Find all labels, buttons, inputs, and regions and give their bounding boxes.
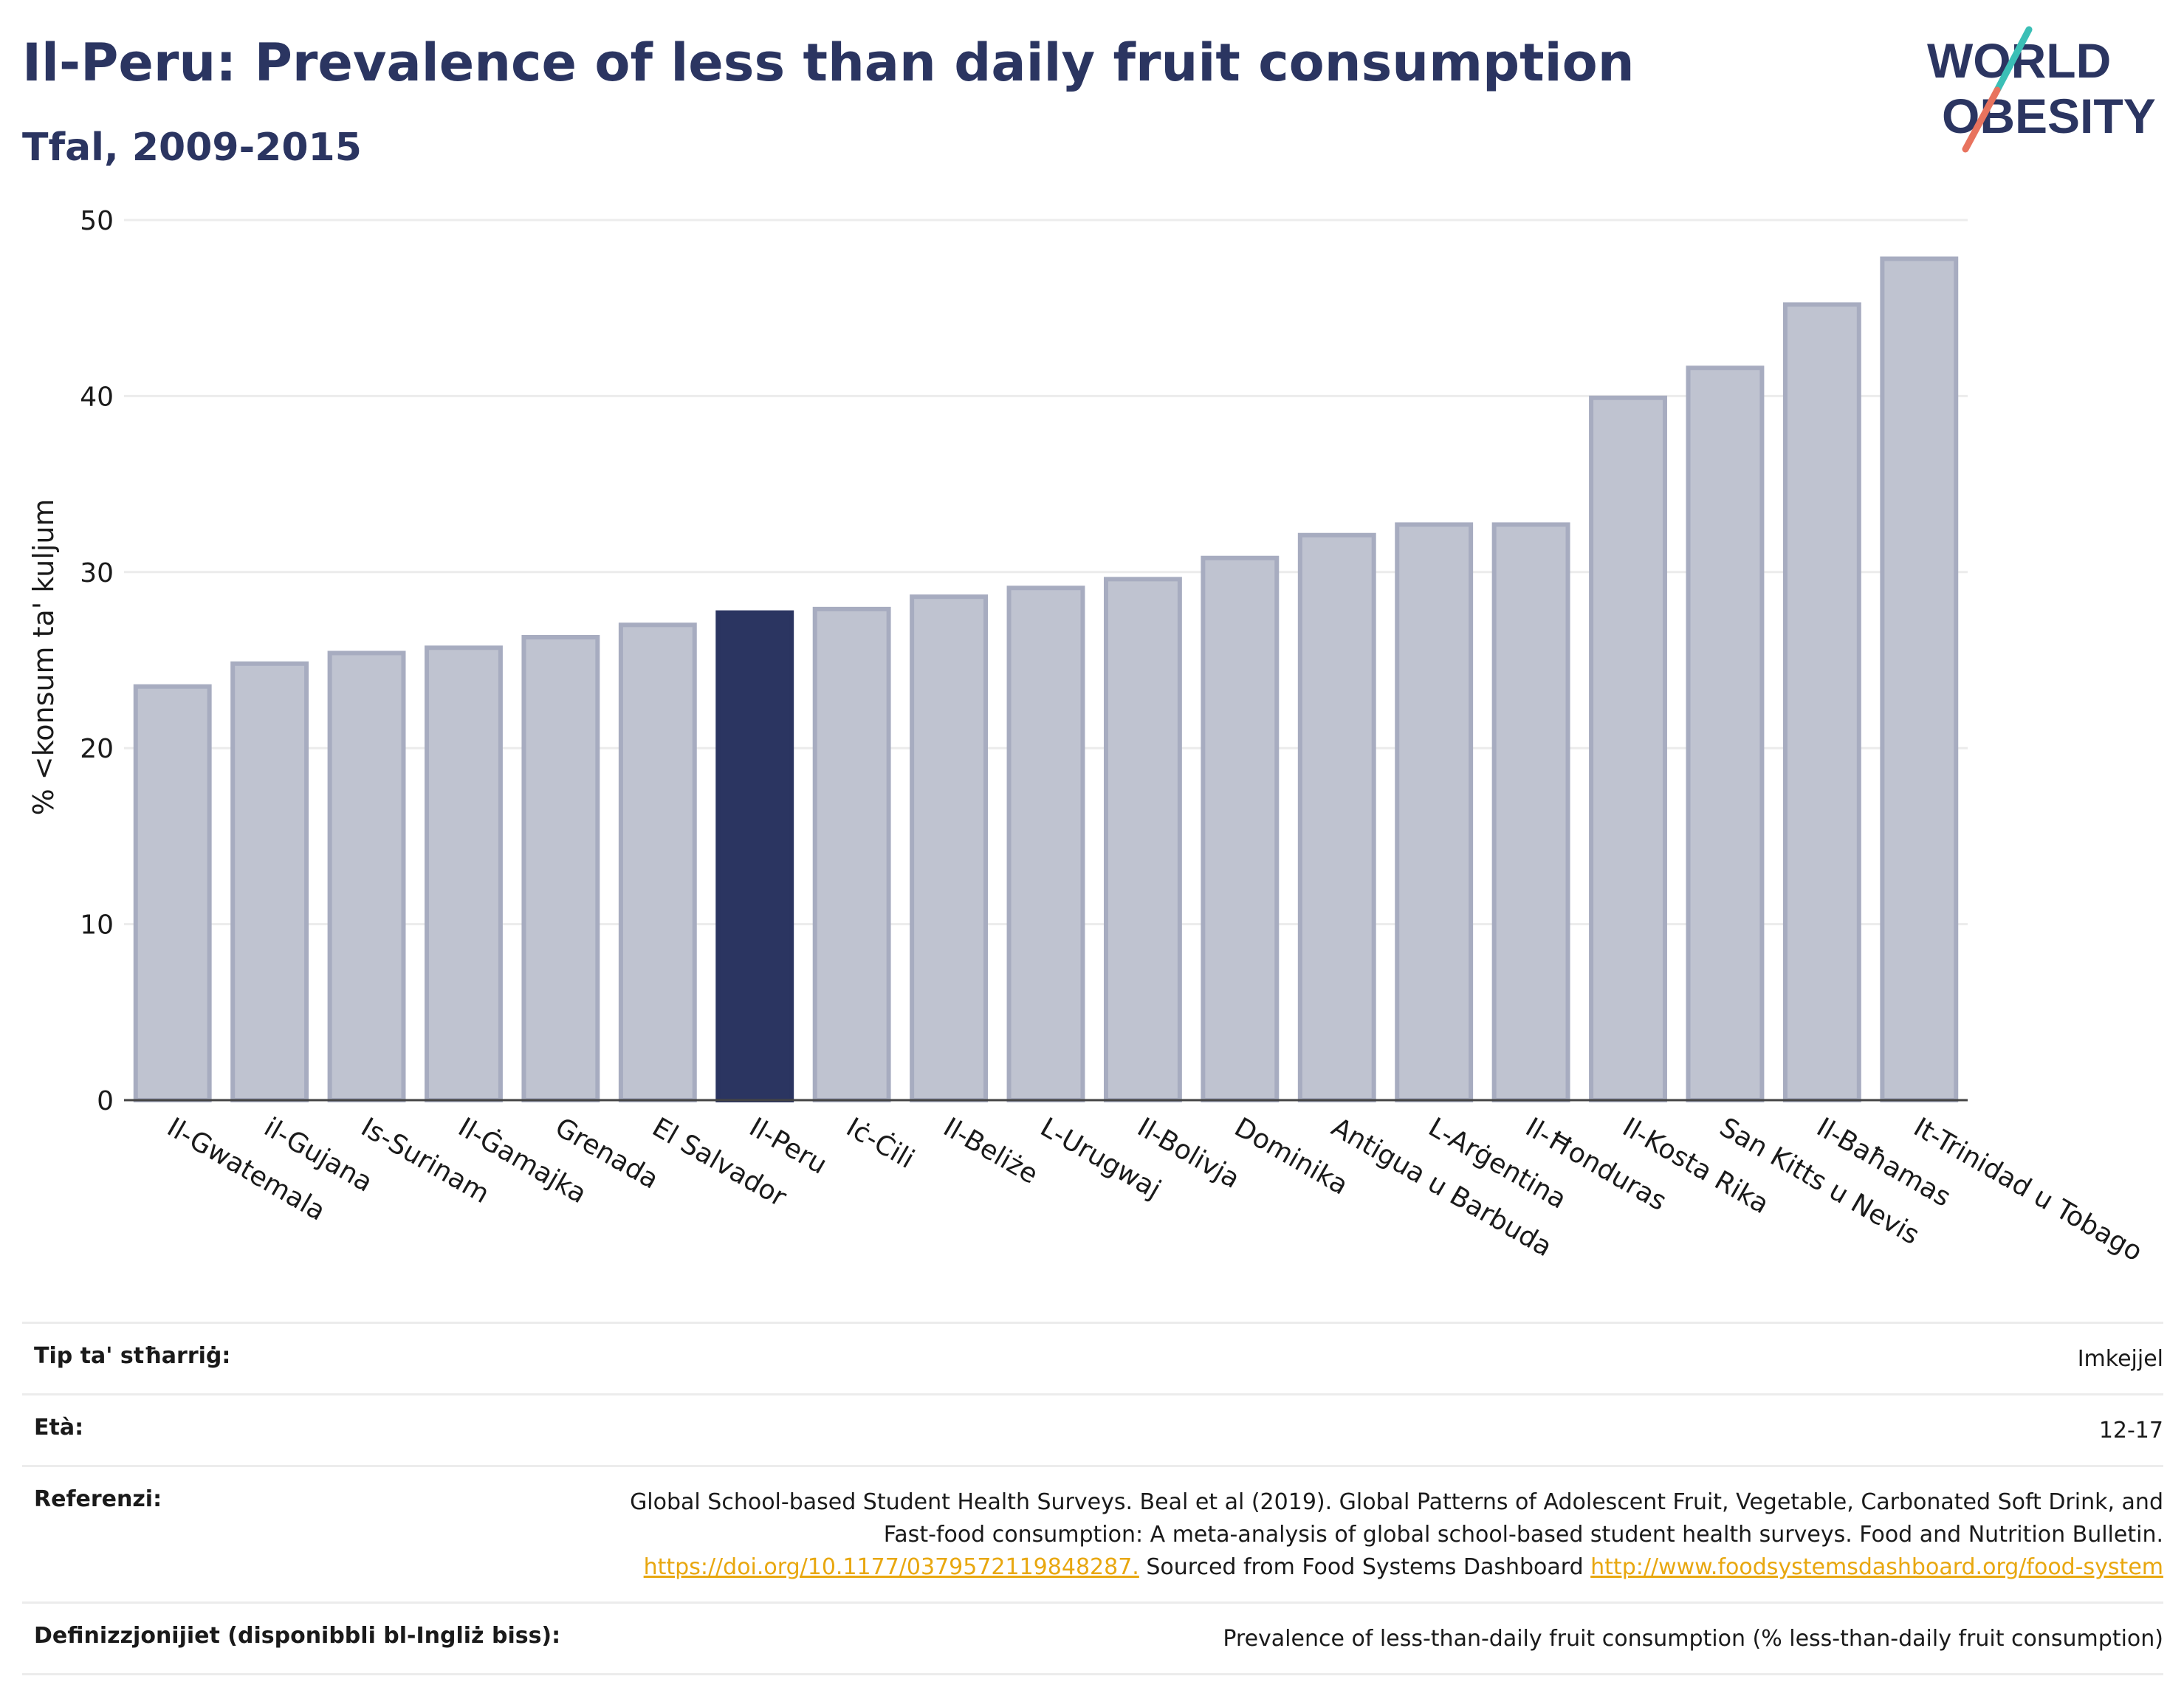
bar-16[interactable] bbox=[1686, 365, 1765, 1103]
logo-slash-top bbox=[1994, 26, 2033, 94]
chart-title: Il-Peru: Prevalence of less than daily f… bbox=[22, 32, 1635, 93]
x-axis-ticks: Il-Gwatemalail-GujanaIs-SurinamIl-Ġamajk… bbox=[162, 1111, 2147, 1267]
bar-chart: 0 10 20 30 40 50 Il-Gwatemalail-GujanaIs-Suri… bbox=[27, 206, 2147, 1268]
y-tick-label: 10 bbox=[80, 910, 114, 941]
bar-18[interactable] bbox=[1880, 256, 1959, 1102]
logo-slash-bottom bbox=[1962, 86, 2001, 153]
bar-5[interactable] bbox=[618, 622, 697, 1102]
bars bbox=[133, 256, 1959, 1103]
meta-label: Definizzjonijiet (disponibbli bl-Ingliż … bbox=[34, 1623, 561, 1649]
meta-value: Prevalence of less-than-daily fruit cons… bbox=[1223, 1626, 2163, 1652]
reference-source-text: Sourced from Food Systems Dashboard bbox=[1139, 1554, 1591, 1580]
bar-0[interactable] bbox=[133, 684, 212, 1102]
bar-13[interactable] bbox=[1395, 522, 1474, 1102]
x-tick-label: Il-Beliże bbox=[938, 1112, 1043, 1190]
bar-12[interactable] bbox=[1297, 532, 1376, 1102]
chart-subtitle: Tfal, 2009-2015 bbox=[22, 126, 362, 170]
reference-text: Global School-based Student Health Surve… bbox=[630, 1489, 2163, 1548]
bar-15[interactable] bbox=[1589, 395, 1667, 1102]
y-axis-label: % <konsum ta' kuljum bbox=[27, 499, 60, 816]
y-axis-ticks: 0 10 20 30 40 50 bbox=[80, 206, 114, 1116]
bar-9[interactable] bbox=[1006, 586, 1085, 1102]
bar-6[interactable] bbox=[715, 610, 794, 1102]
x-tick-label: Iċ-Ċili bbox=[841, 1111, 919, 1175]
food-systems-dashboard-link[interactable]: http://www.foodsystemsdashboard.org/food… bbox=[1590, 1554, 2163, 1580]
bar-2[interactable] bbox=[327, 650, 406, 1102]
metadata-table: Tip ta' stħarriġ: Imkejjel Età: 12-17 Re… bbox=[22, 1322, 2163, 1675]
bar-7[interactable] bbox=[812, 606, 891, 1102]
bar-17[interactable] bbox=[1782, 302, 1861, 1102]
bar-14[interactable] bbox=[1491, 522, 1570, 1102]
meta-label: Tip ta' stħarriġ: bbox=[34, 1343, 231, 1369]
y-tick-label: 30 bbox=[80, 558, 114, 588]
logo-line2: OBESITY bbox=[1942, 89, 2156, 143]
doi-link[interactable]: https://doi.org/10.1177/0379572119848287… bbox=[643, 1554, 1139, 1580]
y-tick-label: 50 bbox=[80, 206, 114, 236]
meta-row-age: Età: 12-17 bbox=[22, 1393, 2163, 1465]
meta-value-references: Global School-based Student Health Surve… bbox=[605, 1486, 2163, 1584]
y-tick-label: 40 bbox=[80, 382, 114, 412]
bar-1[interactable] bbox=[230, 661, 309, 1102]
bar-3[interactable] bbox=[425, 645, 503, 1102]
bar-10[interactable] bbox=[1103, 577, 1182, 1102]
meta-value: 12-17 bbox=[2098, 1418, 2163, 1443]
meta-value: Imkejjel bbox=[2077, 1346, 2163, 1372]
y-tick-label: 20 bbox=[80, 734, 114, 764]
meta-row-survey-type: Tip ta' stħarriġ: Imkejjel bbox=[22, 1322, 2163, 1393]
bar-11[interactable] bbox=[1201, 555, 1280, 1102]
world-obesity-logo: WORLD OBESITY bbox=[1927, 26, 2156, 153]
y-tick-label: 0 bbox=[97, 1086, 114, 1116]
meta-row-references: Referenzi: Global School-based Student H… bbox=[22, 1465, 2163, 1601]
bar-4[interactable] bbox=[521, 635, 600, 1102]
meta-label: Età: bbox=[34, 1415, 84, 1441]
bar-8[interactable] bbox=[910, 594, 989, 1102]
meta-row-definitions: Definizzjonijiet (disponibbli bl-Ingliż … bbox=[22, 1601, 2163, 1675]
meta-label: Referenzi: bbox=[34, 1486, 162, 1512]
